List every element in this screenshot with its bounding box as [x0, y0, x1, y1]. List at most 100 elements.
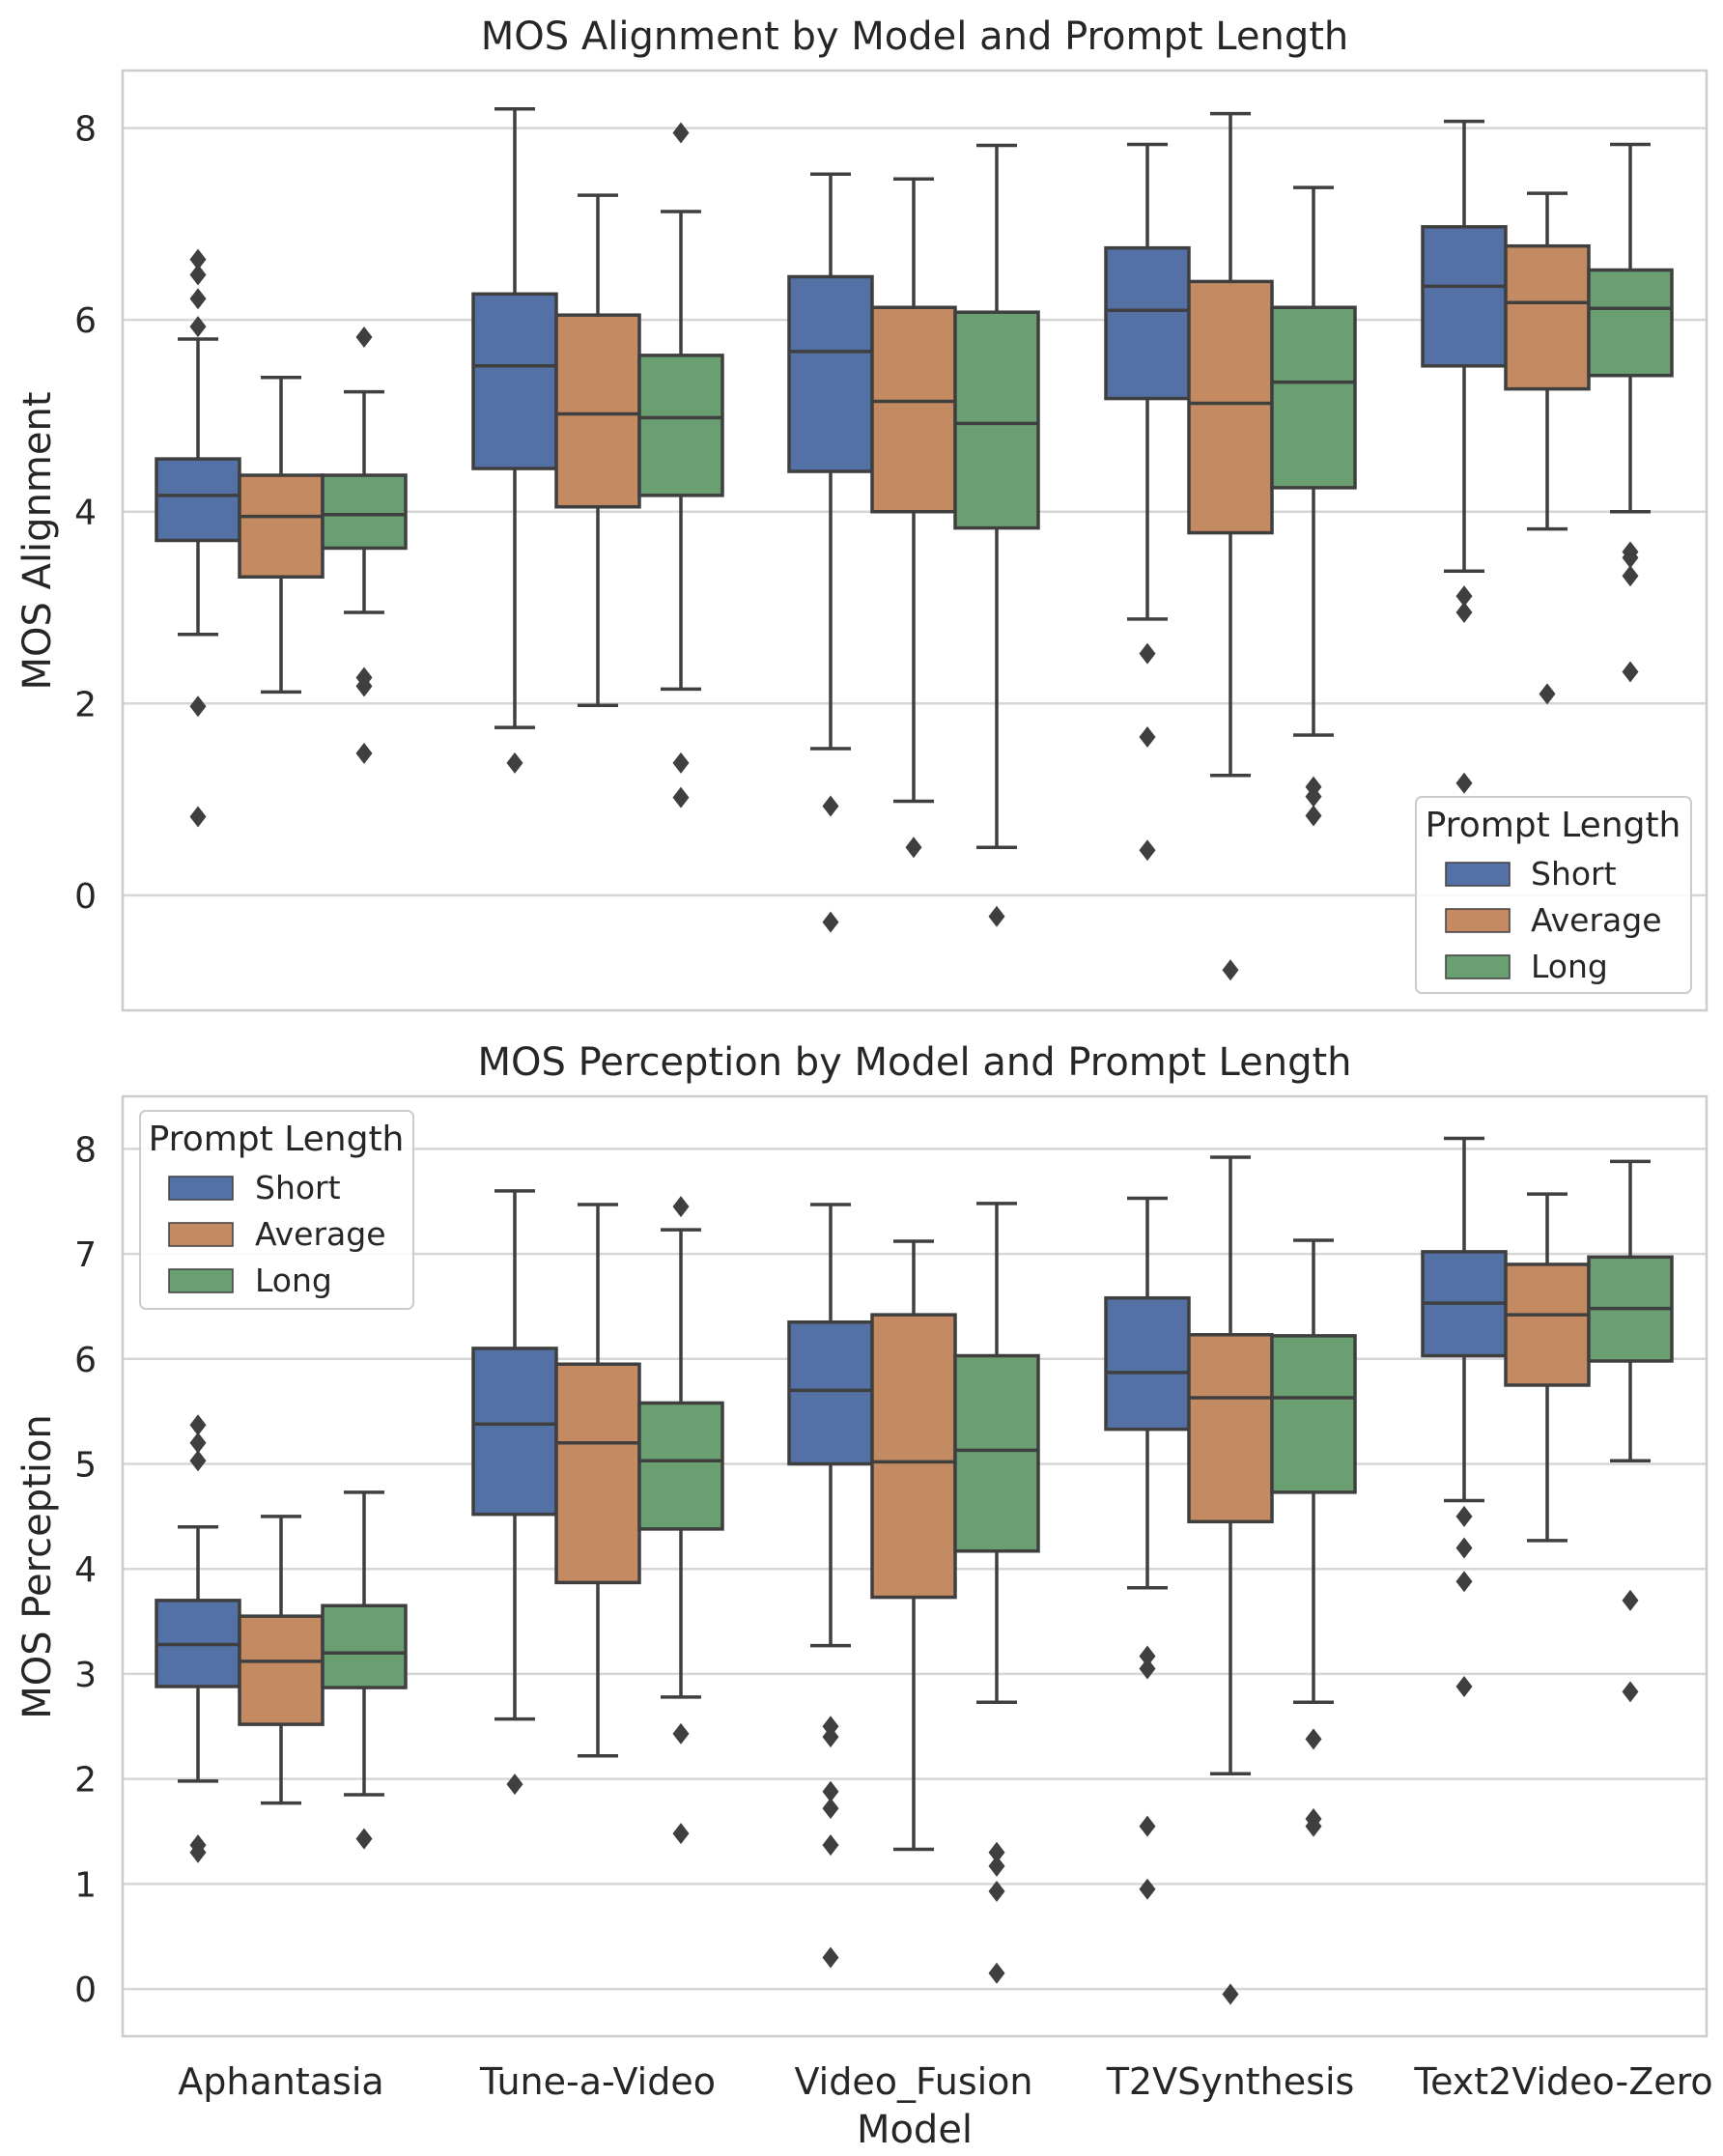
alignment-aphantasia-short-outlier-2 — [189, 316, 207, 338]
perception-legend-label-average: Average — [255, 1215, 386, 1253]
alignment-t2vsynthesis-long-box-group — [1270, 185, 1357, 827]
alignment-t2vsynthesis-short-outlier-2 — [1139, 839, 1156, 862]
perception-video-fusion-long-box-group — [953, 1202, 1040, 1984]
perception-t2vsynthesis-long-box — [1270, 1334, 1357, 1494]
perception-y-tick-4: 4 — [74, 1550, 97, 1590]
perception-video-fusion-average-box-group — [870, 1239, 957, 1852]
alignment-video-fusion-short-outlier-1 — [822, 911, 839, 933]
perception-aphantasia-long-outlier-0 — [355, 1828, 373, 1850]
perception-legend-label-short: Short — [255, 1169, 341, 1206]
alignment-y-tick-0: 0 — [74, 877, 97, 917]
perception-legend[interactable]: Prompt Length Short Average Long — [139, 1110, 414, 1310]
alignment-t2vsynthesis-short-box — [1104, 245, 1191, 401]
alignment-text2video-zero-long-outlier-3 — [1622, 661, 1639, 683]
perception-chart-title: MOS Perception by Model and Prompt Lengt… — [477, 1040, 1351, 1085]
perception-aphantasia-short-outlier-4 — [189, 1841, 207, 1863]
alignment-t2vsynthesis-short-box-group — [1104, 142, 1191, 862]
perception-tune-a-video-long-box — [637, 1401, 724, 1531]
alignment-t2vsynthesis-long-outlier-1 — [1305, 785, 1322, 808]
alignment-video-fusion-average-box — [870, 305, 957, 514]
alignment-legend-swatch-long — [1445, 954, 1511, 979]
perception-t2vsynthesis-long-outlier-2 — [1305, 1815, 1322, 1837]
perception-legend-swatch-long — [168, 1268, 234, 1293]
x-tick-label-aphantasia: Aphantasia — [178, 2060, 383, 2103]
perception-video-fusion-long-box — [953, 1353, 1040, 1553]
perception-tune-a-video-short-box — [471, 1347, 558, 1517]
perception-video-fusion-long-outlier-0 — [988, 1841, 1005, 1863]
perception-tune-a-video-average-box-group — [554, 1203, 641, 1758]
alignment-y-tick-2: 2 — [74, 685, 97, 724]
alignment-t2vsynthesis-long-outlier-2 — [1305, 805, 1322, 827]
perception-text2video-zero-long-outlier-1 — [1622, 1681, 1639, 1703]
perception-aphantasia-long-box-group — [321, 1490, 408, 1850]
perception-text2video-zero-short-outlier-3 — [1455, 1675, 1473, 1697]
alignment-aphantasia-short-box-group — [155, 248, 241, 828]
alignment-panel: 0 2 4 6 8 MOS Alignment by Model and Prompt … — [15, 14, 1709, 1012]
perception-text2video-zero-average-box — [1504, 1262, 1591, 1387]
perception-text2video-zero-long-box-group — [1587, 1159, 1674, 1703]
alignment-text2video-zero-long-outlier-2 — [1622, 565, 1639, 587]
alignment-text2video-zero-long-box-group — [1587, 142, 1674, 683]
perception-tune-a-video-short-outlier-0 — [506, 1773, 523, 1796]
perception-legend-label-long: Long — [255, 1262, 332, 1299]
alignment-tune-a-video-average-box — [554, 313, 641, 509]
perception-aphantasia-average-box-group — [238, 1515, 325, 1805]
alignment-aphantasia-average-box-group — [238, 375, 325, 695]
alignment-y-tick-labels: 0 2 4 6 8 — [74, 110, 97, 917]
perception-tune-a-video-long-outlier-2 — [672, 1823, 690, 1845]
perception-legend-title: Prompt Length — [149, 1120, 405, 1159]
perception-panel: 0 1 2 3 4 5 6 7 8 MOS Perception by Model and Pr… — [15, 1040, 1709, 2038]
alignment-tune-a-video-short-box — [471, 292, 558, 470]
alignment-aphantasia-short-outlier-5 — [189, 248, 207, 270]
x-axis-label: Model — [857, 2108, 973, 2152]
perception-video-fusion-short-box — [787, 1319, 874, 1466]
perception-aphantasia-short-outlier-2 — [189, 1450, 207, 1472]
perception-aphantasia-average-box — [238, 1614, 325, 1726]
alignment-aphantasia-short-box — [155, 457, 241, 543]
perception-t2vsynthesis-average-outlier-0 — [1222, 1983, 1239, 2005]
alignment-aphantasia-long-box-group — [321, 326, 408, 764]
perception-video-fusion-short-outlier-1 — [822, 1726, 839, 1748]
perception-y-tick-5: 5 — [74, 1446, 97, 1486]
perception-y-tick-6: 6 — [74, 1341, 97, 1380]
alignment-video-fusion-short-box-group — [787, 172, 874, 933]
alignment-tune-a-video-long-box — [637, 354, 724, 497]
alignment-text2video-zero-average-outlier-0 — [1539, 683, 1556, 705]
alignment-video-fusion-short-box — [787, 274, 874, 473]
alignment-aphantasia-average-box — [238, 473, 325, 579]
perception-y-tick-7: 7 — [74, 1235, 97, 1275]
perception-text2video-zero-long-outlier-0 — [1622, 1589, 1639, 1611]
alignment-aphantasia-long-outlier-3 — [355, 742, 373, 764]
alignment-y-tick-4: 4 — [74, 494, 97, 533]
perception-t2vsynthesis-average-box — [1187, 1333, 1274, 1524]
x-tick-label-t2vsynthesis: T2VSynthesis — [1106, 2060, 1355, 2103]
perception-video-fusion-average-box — [870, 1313, 957, 1600]
alignment-plot-frame — [121, 69, 1709, 1012]
perception-t2vsynthesis-average-box-group — [1187, 1155, 1274, 2005]
alignment-tune-a-video-long-outlier-2 — [672, 786, 690, 808]
perception-tune-a-video-long-outlier-1 — [672, 1722, 690, 1745]
alignment-legend-frame — [1415, 796, 1692, 994]
perception-boxes — [155, 1136, 1674, 2005]
alignment-t2vsynthesis-average-box — [1187, 279, 1274, 535]
alignment-aphantasia-long-outlier-2 — [355, 675, 373, 697]
perception-legend-swatch-average — [168, 1222, 234, 1247]
perception-tune-a-video-long-box-group — [637, 1196, 724, 1845]
perception-text2video-zero-short-outlier-1 — [1455, 1537, 1473, 1559]
perception-t2vsynthesis-short-outlier-2 — [1139, 1815, 1156, 1837]
perception-legend-frame — [139, 1110, 414, 1310]
perception-aphantasia-short-box-group — [155, 1414, 241, 1863]
alignment-video-fusion-long-box — [953, 310, 1040, 530]
perception-tune-a-video-short-box-group — [471, 1189, 558, 1796]
alignment-legend[interactable]: Prompt Length Short Average Long — [1415, 796, 1692, 994]
alignment-video-fusion-short-outlier-0 — [822, 795, 839, 817]
perception-t2vsynthesis-short-box — [1104, 1295, 1191, 1432]
x-tick-label-text2video-zero: Text2Video-Zero — [1413, 2060, 1712, 2103]
alignment-text2video-zero-short-box — [1421, 225, 1508, 368]
perception-video-fusion-long-outlier-1 — [988, 1855, 1005, 1877]
alignment-tune-a-video-long-box-group — [637, 122, 724, 808]
perception-tune-a-video-long-outlier-0 — [672, 1196, 690, 1218]
alignment-y-axis-label: MOS Alignment — [15, 391, 60, 690]
alignment-text2video-zero-long-box — [1587, 268, 1674, 378]
